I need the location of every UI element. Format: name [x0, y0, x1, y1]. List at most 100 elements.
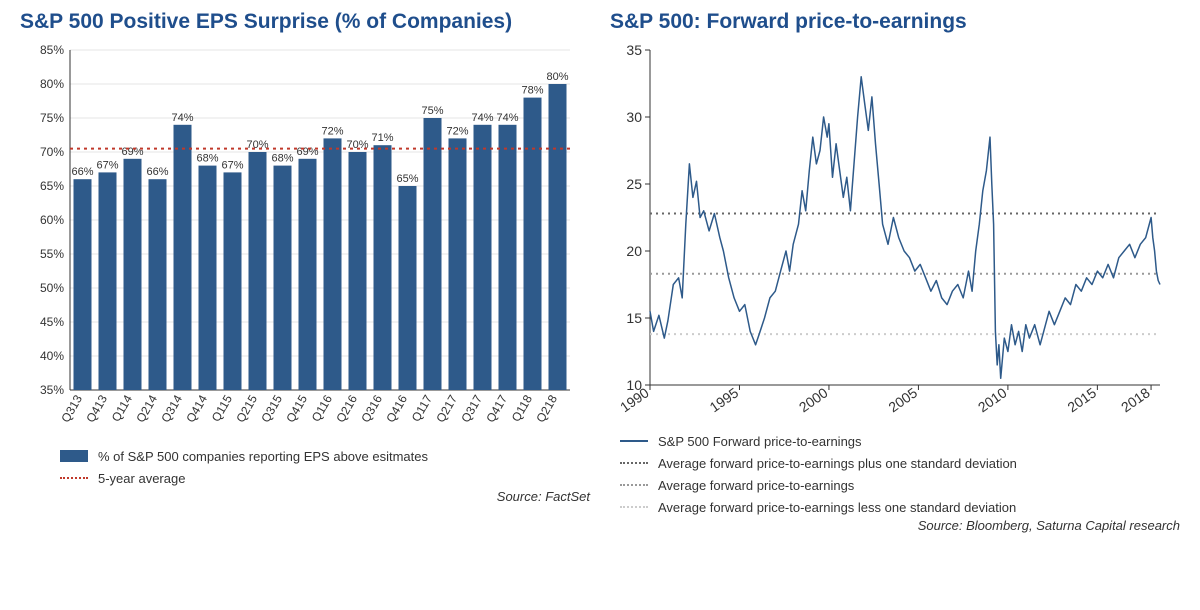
svg-text:20: 20: [626, 243, 642, 259]
svg-text:75%: 75%: [421, 105, 443, 117]
svg-text:Q215: Q215: [233, 392, 260, 425]
bar: [249, 152, 267, 390]
legend-label: S&P 500 Forward price-to-earnings: [658, 434, 862, 449]
right-source: Source: Bloomberg, Saturna Capital resea…: [610, 518, 1180, 533]
bar-chart-svg: 35% 40% 45% 50% 55% 60% 65% 70% 75% 80% 85% 66% Q313…: [20, 40, 580, 440]
svg-text:1990: 1990: [617, 384, 652, 415]
bar: [549, 84, 567, 390]
bar: [99, 172, 117, 390]
line-swatch-icon: [620, 440, 648, 442]
svg-text:15: 15: [626, 310, 642, 326]
left-chart-title: S&P 500 Positive EPS Surprise (% of Comp…: [20, 10, 590, 34]
bar: [199, 166, 217, 390]
svg-text:65%: 65%: [396, 173, 418, 185]
svg-text:Q313: Q313: [58, 392, 85, 425]
svg-text:74%: 74%: [496, 112, 518, 124]
right-chart-title: S&P 500: Forward price-to-earnings: [610, 10, 1180, 34]
svg-text:Q216: Q216: [333, 392, 360, 425]
bar: [74, 179, 92, 390]
right-legend: S&P 500 Forward price-to-earnings Average…: [610, 430, 1180, 518]
svg-text:45%: 45%: [40, 315, 64, 329]
bar: [299, 159, 317, 390]
legend-label: Average forward price-to-earnings: [658, 478, 854, 493]
svg-text:Q117: Q117: [409, 392, 436, 424]
svg-text:35%: 35%: [40, 383, 64, 397]
svg-text:Q416: Q416: [383, 392, 410, 425]
legend-row-ref-1: Average forward price-to-earnings: [610, 474, 1180, 496]
svg-text:68%: 68%: [271, 153, 293, 165]
bar: [349, 152, 367, 390]
left-chart: 35% 40% 45% 50% 55% 60% 65% 70% 75% 80% 85% 66% Q313…: [20, 40, 590, 445]
svg-text:50%: 50%: [40, 281, 64, 295]
left-legend: % of S&P 500 companies reporting EPS abo…: [20, 445, 590, 489]
bar: [499, 125, 517, 390]
svg-text:74%: 74%: [171, 112, 193, 124]
svg-text:Q415: Q415: [283, 392, 310, 425]
svg-text:78%: 78%: [521, 85, 543, 97]
line-swatch-icon: [620, 462, 648, 464]
line-swatch-icon: [620, 484, 648, 486]
svg-text:71%: 71%: [371, 132, 393, 144]
bar: [449, 138, 467, 390]
legend-row-bars: % of S&P 500 companies reporting EPS abo…: [20, 445, 590, 467]
svg-text:67%: 67%: [221, 159, 243, 171]
svg-text:2000: 2000: [796, 384, 831, 415]
bar: [424, 118, 442, 390]
svg-text:Q316: Q316: [358, 392, 385, 425]
svg-text:85%: 85%: [40, 43, 64, 57]
svg-text:80%: 80%: [546, 71, 568, 83]
svg-text:74%: 74%: [471, 112, 493, 124]
legend-avg-label: 5-year average: [98, 471, 185, 486]
left-panel: S&P 500 Positive EPS Surprise (% of Comp…: [20, 10, 590, 600]
svg-text:Q413: Q413: [83, 392, 110, 425]
pe-line: [650, 77, 1160, 379]
svg-text:80%: 80%: [40, 77, 64, 91]
legend-label: Average forward price-to-earnings less o…: [658, 500, 1016, 515]
bar: [224, 172, 242, 390]
svg-text:70%: 70%: [40, 145, 64, 159]
svg-text:Q214: Q214: [133, 392, 160, 425]
svg-text:35: 35: [626, 42, 642, 58]
page: S&P 500 Positive EPS Surprise (% of Comp…: [0, 0, 1200, 610]
svg-text:Q315: Q315: [258, 392, 285, 425]
line-swatch-icon: [620, 506, 648, 508]
bar: [149, 179, 167, 390]
svg-text:60%: 60%: [40, 213, 64, 227]
bar: [124, 159, 142, 390]
svg-text:40%: 40%: [40, 349, 64, 363]
svg-text:55%: 55%: [40, 247, 64, 261]
svg-text:Q218: Q218: [533, 392, 560, 425]
svg-text:1995: 1995: [706, 384, 741, 415]
svg-text:72%: 72%: [446, 125, 468, 137]
svg-text:Q417: Q417: [483, 392, 510, 425]
legend-label: Average forward price-to-earnings plus o…: [658, 456, 1017, 471]
line-chart-svg: 1015202530351990199520002005201020152018: [610, 40, 1170, 425]
svg-text:72%: 72%: [321, 125, 343, 137]
svg-text:30: 30: [626, 109, 642, 125]
svg-text:Q314: Q314: [158, 392, 185, 425]
svg-text:Q217: Q217: [433, 392, 460, 425]
svg-text:66%: 66%: [146, 166, 168, 178]
svg-text:2018: 2018: [1118, 384, 1153, 415]
svg-text:65%: 65%: [40, 179, 64, 193]
bar: [174, 125, 192, 390]
svg-text:68%: 68%: [196, 153, 218, 165]
bar: [524, 98, 542, 390]
svg-text:67%: 67%: [96, 159, 118, 171]
bar: [399, 186, 417, 390]
svg-text:Q317: Q317: [458, 392, 485, 425]
legend-row-avg: 5-year average: [20, 467, 590, 489]
bar: [274, 166, 292, 390]
legend-row-ref-2: Average forward price-to-earnings less o…: [610, 496, 1180, 518]
bar: [374, 145, 392, 390]
svg-text:Q414: Q414: [183, 392, 210, 425]
dash-swatch-icon: [60, 477, 88, 479]
bar: [474, 125, 492, 390]
svg-text:2005: 2005: [885, 384, 920, 415]
legend-bars-label: % of S&P 500 companies reporting EPS abo…: [98, 449, 428, 464]
svg-text:25: 25: [626, 176, 642, 192]
svg-text:66%: 66%: [71, 166, 93, 178]
bar: [324, 138, 342, 390]
svg-text:2015: 2015: [1064, 384, 1099, 415]
svg-text:Q116: Q116: [309, 392, 336, 424]
